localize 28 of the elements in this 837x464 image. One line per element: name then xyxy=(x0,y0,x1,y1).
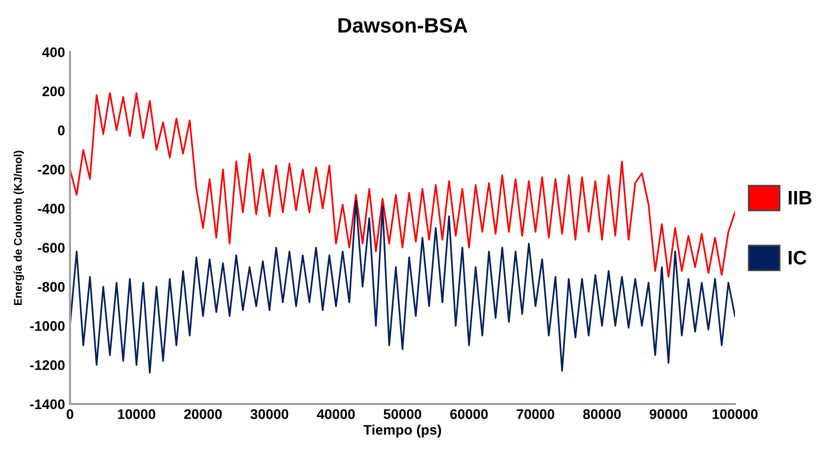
x-tick-label: 60000 xyxy=(450,409,488,420)
line-series xyxy=(70,200,735,374)
x-tick-label: 80000 xyxy=(583,409,621,420)
y-tick-label: -1400 xyxy=(30,399,65,410)
y-tick-label: -400 xyxy=(38,204,65,214)
y-tick-label: -800 xyxy=(38,282,65,292)
y-axis-title: Energía de Coulomb (KJ/mol) xyxy=(14,150,24,306)
x-tick-label: 50000 xyxy=(384,409,422,420)
chart-title: Dawson-BSA xyxy=(338,18,468,33)
x-tick-label: 40000 xyxy=(316,409,355,420)
x-tick-label: 10000 xyxy=(118,409,156,420)
legend-label: IC xyxy=(788,250,806,265)
legend-label: IIB xyxy=(788,191,812,204)
y-tick-label: -200 xyxy=(38,164,65,175)
x-tick-label: 100000 xyxy=(712,409,758,420)
x-axis-title: Tiempo (ps) xyxy=(363,424,442,438)
y-tick-label: -1000 xyxy=(30,321,65,331)
y-tick-label: -600 xyxy=(38,242,65,253)
y-tick-label: 0 xyxy=(58,126,65,136)
x-tick-label: 30000 xyxy=(250,409,288,420)
line-series xyxy=(70,92,735,278)
x-tick-label: 20000 xyxy=(184,409,222,420)
y-tick-label: 400 xyxy=(42,47,65,58)
x-tick-label: 90000 xyxy=(650,409,688,420)
x-tick-label: 0 xyxy=(66,409,74,420)
x-tick-label: 70000 xyxy=(516,409,554,420)
y-tick-label: -1200 xyxy=(30,360,65,370)
y-tick-label: 200 xyxy=(42,86,65,96)
